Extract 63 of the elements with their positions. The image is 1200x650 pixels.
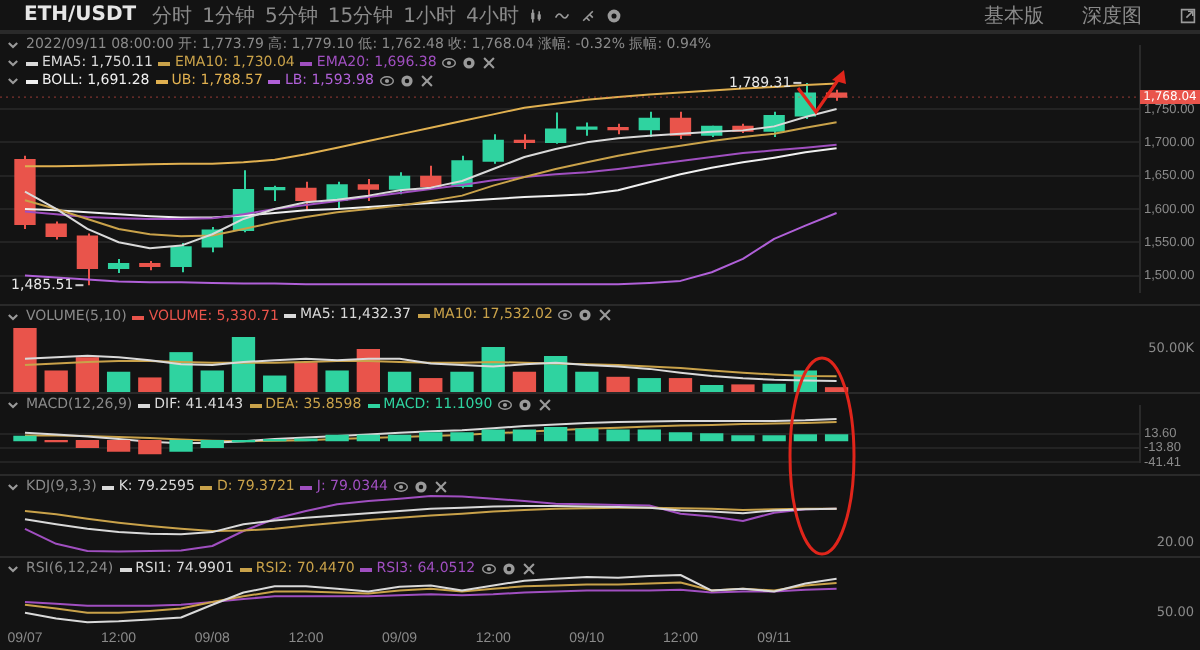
bar [731, 435, 755, 442]
bar [169, 352, 193, 392]
bar [762, 435, 786, 442]
bar [44, 370, 68, 392]
text: 1小时 [403, 3, 456, 29]
candlestick [357, 177, 380, 202]
candlestick [388, 171, 411, 196]
text: 5分钟 [265, 3, 318, 29]
bar [700, 385, 724, 392]
bar [637, 378, 661, 392]
bar [512, 429, 537, 442]
candlestick [544, 111, 567, 145]
bar [106, 440, 131, 452]
candlestick [295, 180, 317, 212]
bar [762, 383, 786, 392]
bar [138, 377, 162, 392]
bar [512, 371, 537, 392]
bar [356, 434, 381, 442]
bar [793, 434, 818, 442]
bar [450, 371, 474, 392]
text: 分时 [152, 3, 193, 29]
bar [575, 371, 599, 392]
bar [13, 435, 37, 442]
bar [294, 362, 318, 392]
bar [481, 347, 505, 392]
bar [606, 429, 630, 442]
bar [75, 440, 100, 449]
bar [169, 440, 193, 452]
bar [481, 429, 505, 442]
bar [200, 440, 224, 449]
bar [325, 434, 349, 442]
bar [387, 371, 412, 392]
bar [824, 434, 849, 442]
bar [13, 328, 37, 392]
bar [700, 433, 724, 442]
text: 基本版 [984, 3, 1044, 29]
bar [450, 432, 474, 442]
bar [543, 426, 568, 442]
bar [419, 378, 443, 392]
text: 1分钟 [202, 3, 255, 29]
bar [106, 371, 131, 392]
bar [668, 378, 693, 392]
bar [263, 375, 287, 392]
bar [731, 384, 755, 392]
bar [325, 370, 349, 392]
bar [75, 357, 100, 392]
text: 4小时 [465, 3, 519, 29]
candlestick [638, 110, 660, 139]
text: 深度图 [1082, 3, 1142, 29]
candlestick [482, 133, 504, 165]
bar [419, 432, 443, 442]
candlestick [170, 241, 192, 274]
bar [606, 376, 630, 392]
bar [200, 370, 224, 392]
bar [575, 428, 599, 442]
bar [543, 355, 568, 392]
bar [231, 336, 256, 392]
bar [138, 440, 162, 455]
bar [637, 429, 661, 442]
bar [668, 432, 693, 442]
bar [387, 434, 412, 442]
text: 15分钟 [327, 3, 394, 29]
chart-title: ETH/USDT [24, 4, 137, 26]
